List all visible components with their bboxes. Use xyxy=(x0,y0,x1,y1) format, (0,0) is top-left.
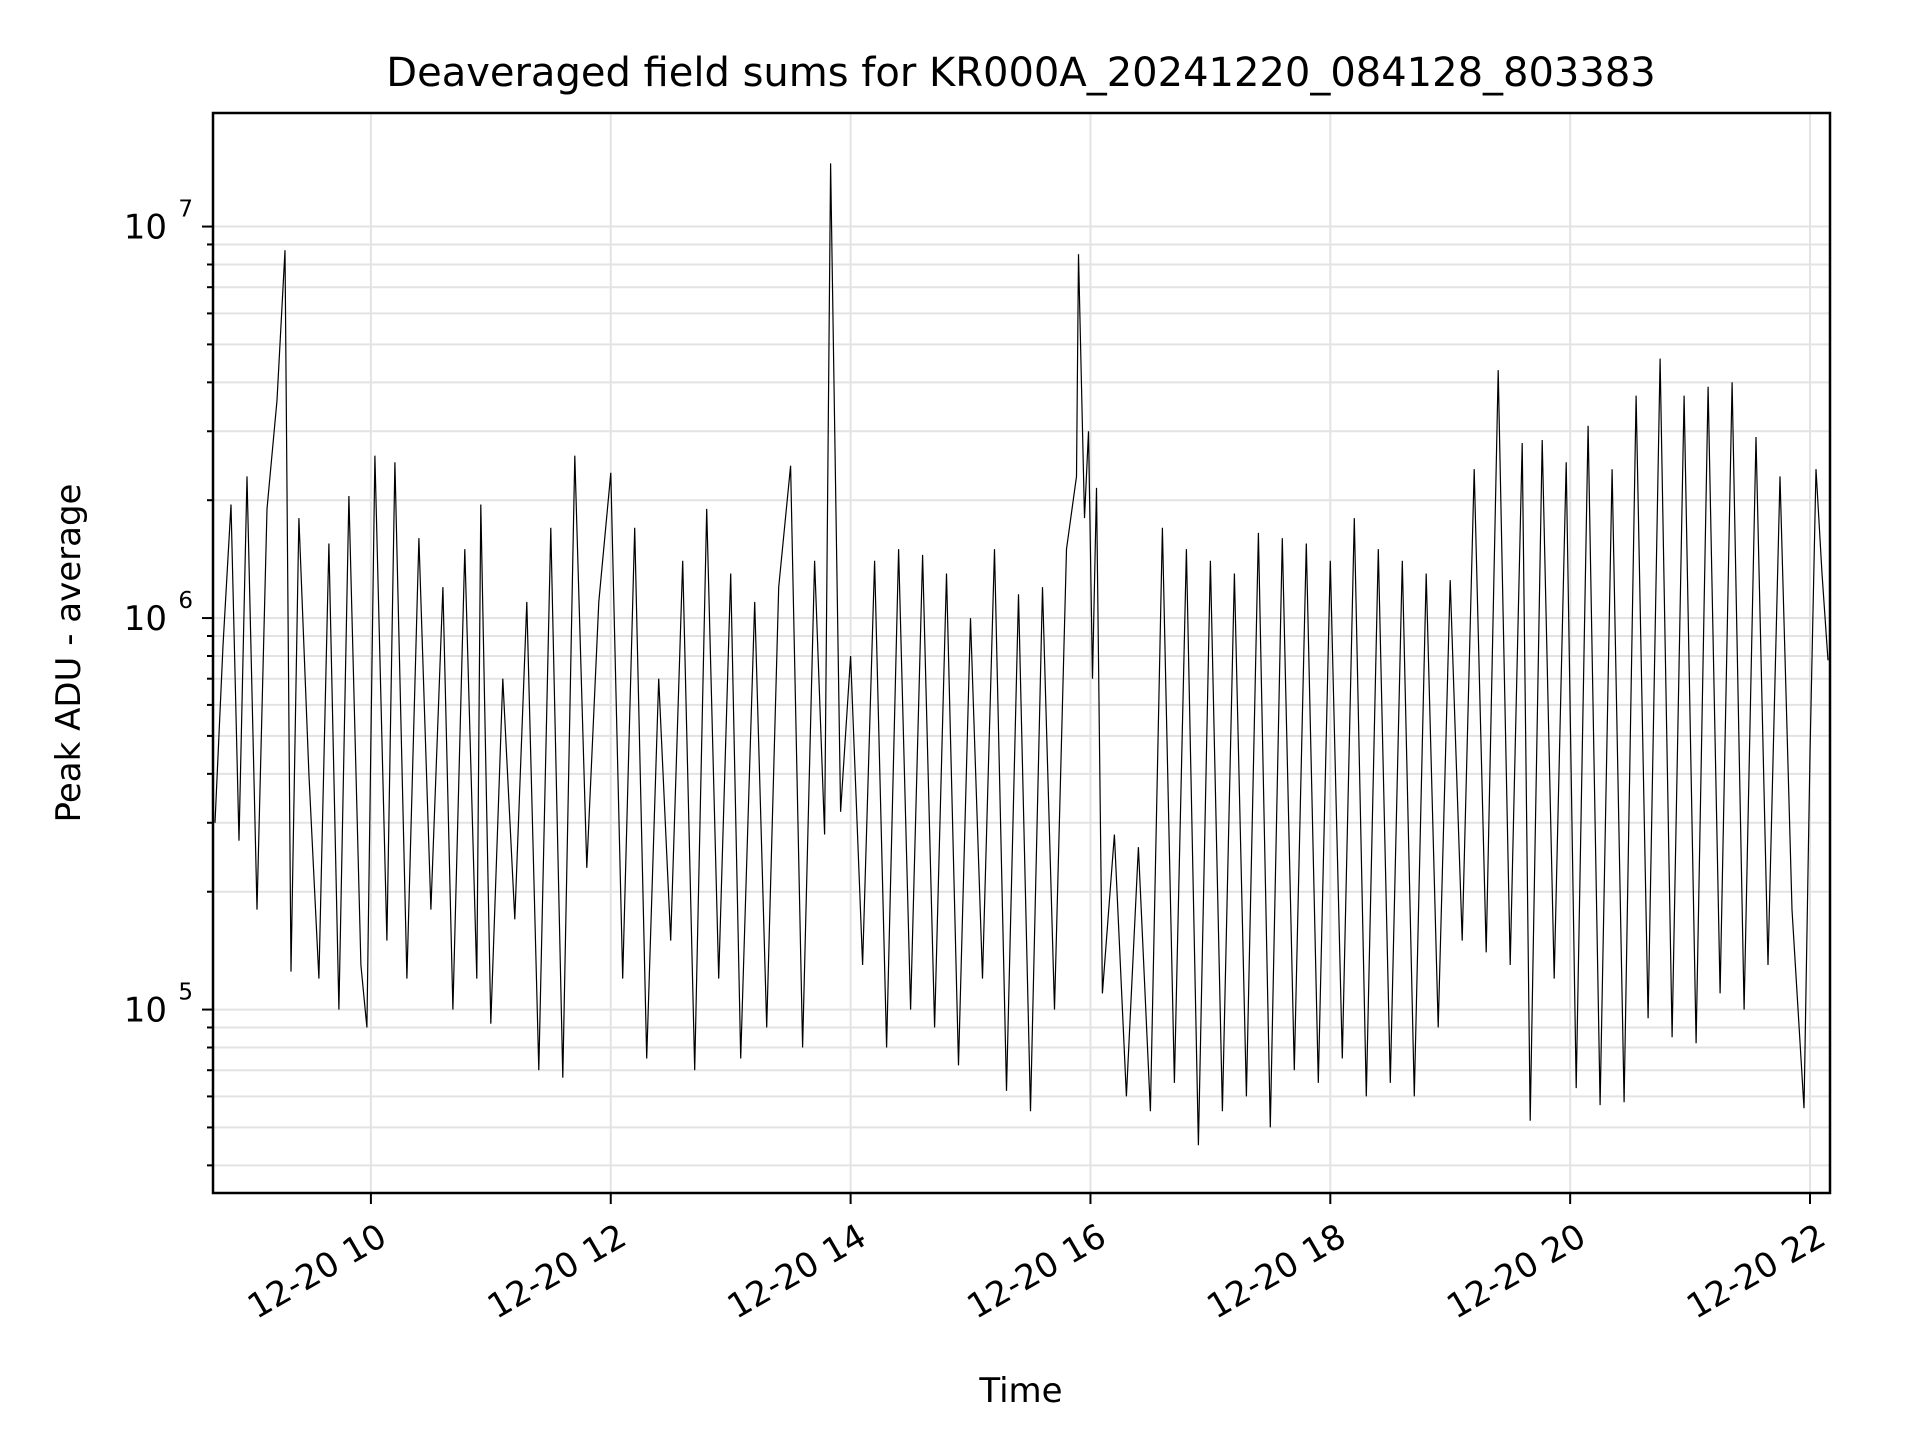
tick-layer xyxy=(202,225,1812,1204)
series-layer xyxy=(214,163,1829,1146)
y-tick-base: 10 xyxy=(124,208,167,248)
series-line xyxy=(214,163,1829,1146)
chart-title: Deaveraged field sums for KR000A_2024122… xyxy=(386,50,1655,96)
y-tick-exponent: 7 xyxy=(178,197,193,223)
y-tick-label: 10 xyxy=(124,991,167,1031)
plot-area xyxy=(213,113,1830,1193)
y-tick-base: 10 xyxy=(124,991,167,1031)
y-tick-exponent: 5 xyxy=(178,980,193,1006)
y-axis-label: Peak ADU - average xyxy=(49,484,89,823)
y-tick-label: 10 xyxy=(124,208,167,248)
y-tick-base: 10 xyxy=(124,599,167,639)
y-tick-exponent: 6 xyxy=(178,588,193,614)
x-axis-label: Time xyxy=(978,1371,1062,1411)
y-tick-label: 10 xyxy=(124,599,167,639)
plot-frame xyxy=(211,111,1832,1195)
